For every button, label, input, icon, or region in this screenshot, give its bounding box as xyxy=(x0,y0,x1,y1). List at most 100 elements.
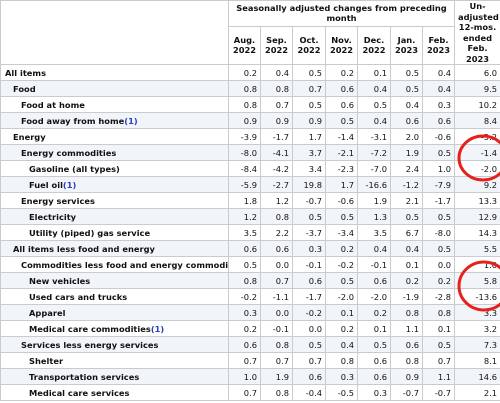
value-cell: 0.8 xyxy=(260,80,293,97)
value-cell: 0.6 xyxy=(390,112,423,129)
value-cell: 0.6 xyxy=(421,112,456,129)
row-label-cell: Shelter xyxy=(0,352,229,369)
value-cell: 0.8 xyxy=(390,352,423,369)
annual-cell: -2.0 xyxy=(454,160,500,177)
value-cell: -0.7 xyxy=(390,384,423,401)
value-cell: 0.7 xyxy=(292,352,326,369)
row-label: Commodities less food and energy commodi… xyxy=(21,259,229,270)
value-cell: 1.2 xyxy=(260,192,293,209)
value-cell: -2.8 xyxy=(421,288,456,305)
value-cell: 0.3 xyxy=(421,96,456,113)
annual-cell: 5.5 xyxy=(454,240,500,257)
value-cell: -3.1 xyxy=(357,128,391,145)
table-row: Medical care services 0.7 0.8 -0.4 -0.5 0.3 -0… xyxy=(0,384,500,401)
value-cell: -3.9 xyxy=(228,128,261,145)
table-row: Medical care commodities(1) 0.2 -0.1 0.0 0.2… xyxy=(0,320,500,337)
value-cell: 0.0 xyxy=(292,320,326,337)
value-cell: -0.5 xyxy=(325,384,358,401)
row-label-cell: Electricity xyxy=(0,208,229,225)
group-header: Seasonally adjusted changes from precedi… xyxy=(227,0,456,27)
table-row: Fuel oil(1) -5.9 -2.7 19.8 1.7 -16.6 -1.2 -7.9 9… xyxy=(0,176,500,193)
value-cell: 0.6 xyxy=(357,352,391,369)
footnote-link[interactable]: (1) xyxy=(62,179,77,190)
value-cell: 0.6 xyxy=(228,336,261,353)
value-cell: -8.4 xyxy=(228,160,261,177)
row-label-cell: Used cars and trucks xyxy=(0,288,229,305)
row-label: Food away from home xyxy=(21,115,125,126)
row-label: Transportation services xyxy=(29,371,140,382)
annual-cell: -5.2 xyxy=(454,128,500,145)
value-cell: 0.6 xyxy=(292,272,326,289)
value-cell: 0.4 xyxy=(357,80,391,97)
value-cell: 0.5 xyxy=(390,64,423,81)
value-cell: -1.4 xyxy=(325,128,358,145)
value-cell: 0.7 xyxy=(292,80,326,97)
value-cell: 0.6 xyxy=(357,272,391,289)
value-cell: -0.2 xyxy=(228,288,261,305)
row-label-cell: Apparel xyxy=(0,304,229,321)
value-cell: 0.5 xyxy=(357,96,391,113)
table-row: All items less food and energy 0.6 0.6 0.3 0… xyxy=(0,240,500,257)
footnote-link[interactable]: (1) xyxy=(124,115,138,126)
annual-cell: 7.3 xyxy=(454,336,500,353)
value-cell: -1.7 xyxy=(421,192,456,209)
value-cell: 0.6 xyxy=(325,96,358,113)
row-label-cell: Food xyxy=(0,80,229,97)
annual-cell: -13.6 xyxy=(454,288,500,305)
value-cell: 0.8 xyxy=(228,80,261,97)
value-cell: 0.2 xyxy=(228,320,261,337)
value-cell: 0.5 xyxy=(228,256,261,273)
value-cell: 1.7 xyxy=(325,176,358,193)
value-cell: 2.2 xyxy=(260,224,293,241)
value-cell: 0.5 xyxy=(292,96,326,113)
value-cell: -2.0 xyxy=(357,288,391,305)
value-cell: 0.9 xyxy=(390,368,423,385)
value-cell: -2.7 xyxy=(260,176,293,193)
row-label: Medical care services xyxy=(29,387,130,398)
value-cell: 0.5 xyxy=(421,144,456,161)
value-cell: -0.2 xyxy=(292,304,326,321)
value-cell: 0.0 xyxy=(421,256,456,273)
annual-cell: 8.4 xyxy=(454,112,500,129)
value-cell: 0.8 xyxy=(260,336,293,353)
row-label: Shelter xyxy=(29,355,64,366)
row-label: Electricity xyxy=(29,211,77,222)
value-cell: 0.2 xyxy=(325,320,358,337)
value-cell: 0.7 xyxy=(260,272,293,289)
value-cell: 0.2 xyxy=(421,272,456,289)
table-row: Energy -3.9 -1.7 1.7 -1.4 -3.1 2.0 -0.6 -5.2 xyxy=(0,128,500,145)
value-cell: -0.1 xyxy=(357,256,391,273)
table-row: Energy services 1.8 1.2 -0.7 -0.6 1.9 2.1 -1.7 1… xyxy=(0,192,500,209)
value-cell: 1.0 xyxy=(421,160,456,177)
row-label-cell: Medical care services xyxy=(0,384,229,401)
value-cell: 0.6 xyxy=(325,80,358,97)
value-cell: -1.7 xyxy=(292,288,326,305)
value-cell: 0.1 xyxy=(421,320,456,337)
table-row: Food at home 0.8 0.7 0.5 0.6 0.5 0.4 0.3 10.2 xyxy=(0,96,500,113)
row-label-cell: Fuel oil(1) xyxy=(0,176,229,193)
footnote-link[interactable]: (1) xyxy=(150,323,165,334)
value-cell: -1.2 xyxy=(390,176,423,193)
value-cell: 0.2 xyxy=(357,304,391,321)
value-cell: 0.4 xyxy=(390,96,423,113)
value-cell: -0.2 xyxy=(325,256,358,273)
row-label: Fuel oil xyxy=(29,179,63,190)
value-cell: 1.7 xyxy=(292,128,326,145)
value-cell: 0.9 xyxy=(228,112,261,129)
row-label-cell: Medical care commodities(1) xyxy=(0,320,229,337)
value-cell: 1.1 xyxy=(421,368,456,385)
value-cell: 0.8 xyxy=(421,304,456,321)
annual-cell: 14.6 xyxy=(454,368,500,385)
table-row: Electricity 1.2 0.8 0.5 0.5 1.3 0.5 0.5 12.9 xyxy=(0,208,500,225)
value-cell: 0.7 xyxy=(228,384,261,401)
annual-cell: 1.0 xyxy=(454,256,500,273)
month-header: Sep. 2022 xyxy=(260,25,293,66)
value-cell: 0.7 xyxy=(260,352,293,369)
value-cell: -3.7 xyxy=(292,224,326,241)
value-cell: -0.6 xyxy=(325,192,358,209)
table-row: Shelter 0.7 0.7 0.7 0.8 0.6 0.8 0.7 8.1 xyxy=(0,352,500,369)
value-cell: 0.7 xyxy=(421,352,456,369)
row-label: All items less food and energy xyxy=(13,243,155,254)
table-header: Seasonally adjusted changes from precedi… xyxy=(0,0,500,66)
